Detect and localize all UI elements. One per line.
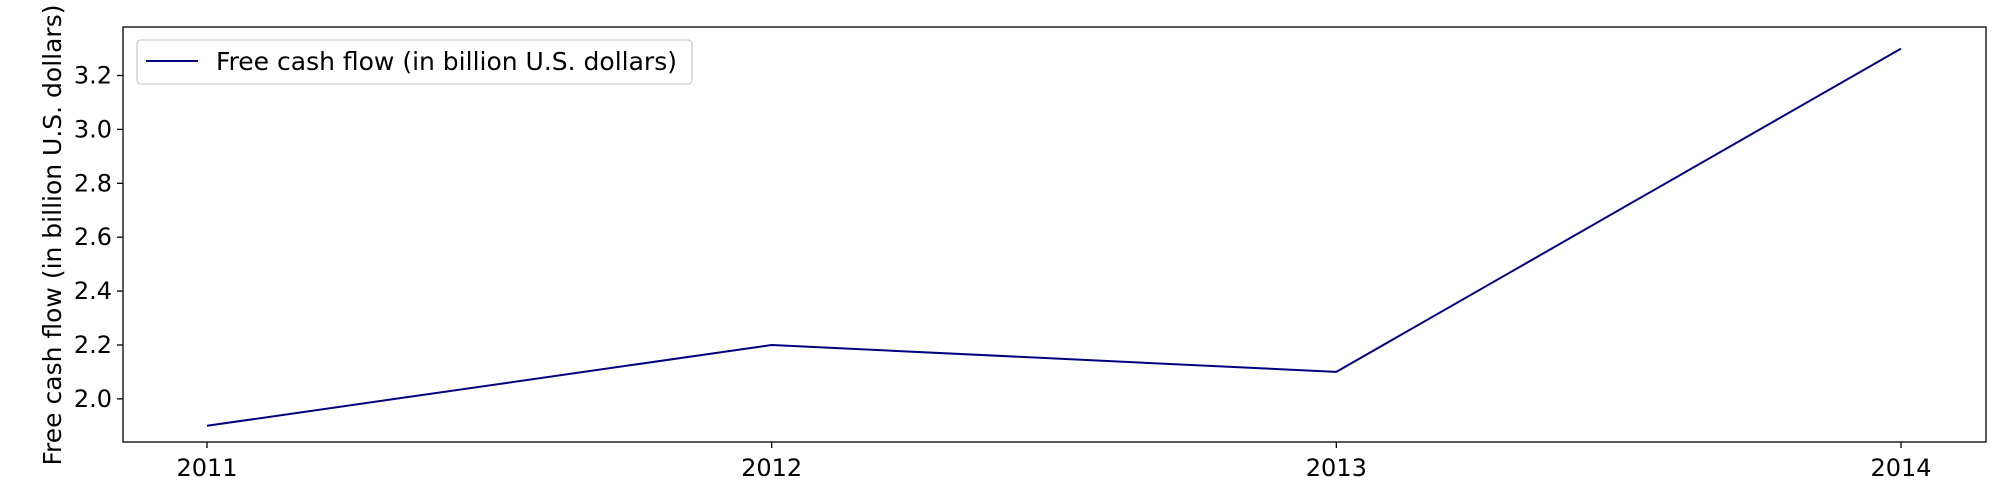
- legend: Free cash flow (in billion U.S. dollars): [136, 39, 693, 85]
- x-tick-label: 2014: [1870, 454, 1931, 482]
- series-line: [206, 47, 1902, 427]
- y-tick-label: 3.2: [74, 62, 112, 90]
- y-axis: 2.0 2.2 2.4 2.6 2.8 3.0 3.2: [74, 62, 123, 413]
- y-tick-label: 2.0: [74, 385, 112, 413]
- x-axis: 2011 2012 2013 2014: [176, 442, 1932, 482]
- y-axis-label: Free cash flow (in billion U.S. dollars): [38, 5, 67, 466]
- y-tick-label: 2.6: [74, 223, 112, 251]
- legend-box: [136, 39, 693, 85]
- x-tick-label: 2011: [176, 454, 237, 482]
- x-tick-label: 2013: [1306, 454, 1367, 482]
- y-tick-label: 3.0: [74, 115, 112, 143]
- legend-label: Free cash flow (in billion U.S. dollars): [216, 47, 677, 76]
- series-layer: [206, 47, 1902, 427]
- x-tick-label: 2012: [741, 454, 802, 482]
- y-tick-label: 2.8: [74, 169, 112, 197]
- y-tick-label: 2.4: [74, 277, 112, 305]
- plot-area: [122, 26, 1987, 443]
- y-tick-label: 2.2: [74, 331, 112, 359]
